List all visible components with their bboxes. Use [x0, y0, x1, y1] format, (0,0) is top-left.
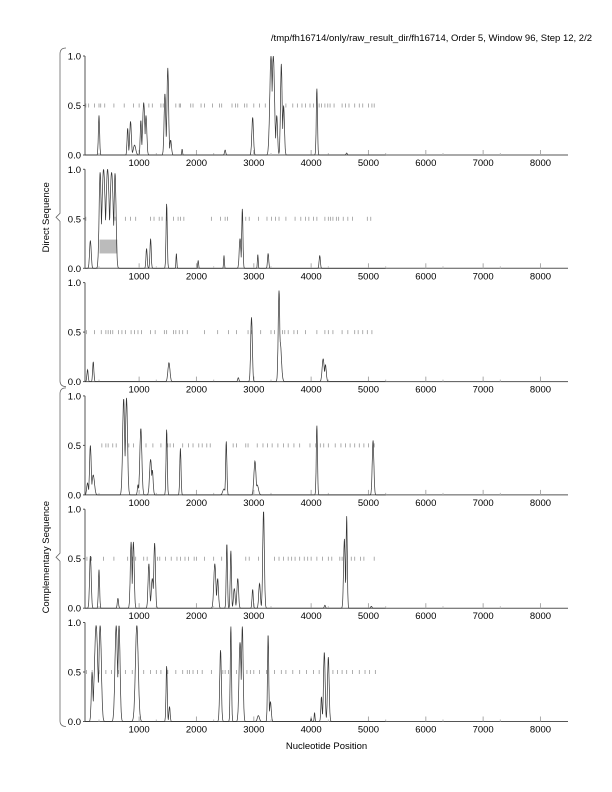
x-tick-label: 8000 [530, 611, 551, 622]
y-tick-label: 0.0 [68, 490, 81, 501]
y-tick-label: 1.0 [68, 618, 81, 629]
panel-direct-3: 1.0 0.5 0.0 1000 2000 3000 4000 5000 6000 7000 800… [68, 278, 568, 396]
x-tick-label: 5000 [358, 158, 379, 169]
coding-potential-line [85, 625, 386, 722]
y-tick-label: 1.0 [68, 278, 81, 289]
y-tick-label: 0.5 [68, 328, 81, 339]
x-tick-label: 6000 [415, 725, 436, 736]
group-label: Direct Sequence [41, 182, 52, 252]
y-tick-label: 1.0 [68, 391, 81, 402]
y-tick-label: 0.0 [68, 151, 81, 162]
x-tick-label: 7000 [473, 385, 494, 396]
x-tick-label: 3000 [243, 611, 264, 622]
x-tick-label: 1000 [129, 498, 150, 509]
x-tick-label: 4000 [301, 385, 322, 396]
panel-direct-1: 1.0 0.5 0.0 1000 2000 3000 4000 5000 6000 7000 800… [68, 52, 568, 169]
coding-potential-line [85, 511, 386, 609]
x-tick-label: 7000 [473, 611, 494, 622]
x-tick-label: 4000 [301, 158, 322, 169]
x-tick-label: 8000 [530, 385, 551, 396]
x-tick-label: 1000 [129, 271, 150, 282]
x-tick-label: 1000 [129, 158, 150, 169]
x-tick-label: 2000 [186, 385, 207, 396]
x-tick-label: 5000 [358, 271, 379, 282]
y-tick-label: 0.5 [68, 554, 81, 565]
y-tick-label: 0.5 [68, 441, 81, 452]
x-tick-label: 3000 [243, 725, 264, 736]
group-bracket [55, 387, 67, 727]
x-tick-label: 2000 [186, 271, 207, 282]
x-tick-label: 3000 [243, 158, 264, 169]
y-tick-label: 0.5 [68, 101, 81, 112]
y-tick-label: 0.0 [68, 604, 81, 615]
x-tick-label: 4000 [301, 498, 322, 509]
x-tick-label: 6000 [415, 611, 436, 622]
x-tick-label: 6000 [415, 385, 436, 396]
coding-potential-line [85, 55, 386, 156]
panel-complementary-3: 1.0 0.5 0.0 1000 2000 3000 4000 5000 6000 7000 800… [68, 618, 568, 736]
x-tick-label: 5000 [358, 498, 379, 509]
x-tick-label: 3000 [243, 385, 264, 396]
x-tick-label: 7000 [473, 271, 494, 282]
x-tick-label: 1000 [129, 611, 150, 622]
y-tick-label: 1.0 [68, 165, 81, 176]
x-tick-label: 6000 [415, 158, 436, 169]
highlight-box [99, 239, 118, 254]
x-tick-label: 8000 [530, 498, 551, 509]
x-tick-label: 2000 [186, 725, 207, 736]
x-tick-label: 2000 [186, 611, 207, 622]
x-tick-label: 6000 [415, 271, 436, 282]
x-tick-label: 4000 [301, 611, 322, 622]
panel-direct-2: 1.0 0.5 0.0 1000 2000 3000 4000 5000 6000 7000 800… [68, 165, 568, 282]
x-tick-label: 8000 [530, 158, 551, 169]
panel-complementary-2: 1.0 0.5 0.0 1000 2000 3000 4000 5000 6000 7000 800… [68, 505, 568, 622]
x-tick-label: 7000 [473, 158, 494, 169]
coding-potential-line [85, 169, 386, 269]
y-tick-label: 0.0 [68, 717, 81, 728]
y-tick-label: 0.0 [68, 377, 81, 388]
x-tick-label: 8000 [530, 271, 551, 282]
x-axis-label: Nucleotide Position [286, 741, 367, 752]
x-tick-label: 5000 [358, 611, 379, 622]
y-tick-label: 1.0 [68, 52, 81, 63]
y-tick-label: 0.5 [68, 214, 81, 225]
x-tick-label: 4000 [301, 725, 322, 736]
x-tick-label: 6000 [415, 498, 436, 509]
coding-potential-line [85, 290, 386, 382]
x-tick-label: 5000 [358, 725, 379, 736]
x-tick-label: 2000 [186, 498, 207, 509]
x-tick-label: 1000 [129, 385, 150, 396]
x-tick-label: 5000 [358, 385, 379, 396]
x-tick-label: 7000 [473, 725, 494, 736]
coding-potential-line [84, 397, 386, 496]
group-label: Complementary Sequence [41, 501, 52, 613]
x-tick-label: 4000 [301, 271, 322, 282]
panel-complementary-1: 1.0 0.5 0.0 1000 2000 3000 4000 5000 6000 7000 800… [68, 391, 568, 509]
x-tick-label: 7000 [473, 498, 494, 509]
y-tick-label: 0.0 [68, 264, 81, 275]
x-tick-label: 3000 [243, 271, 264, 282]
y-tick-label: 0.5 [68, 668, 81, 679]
group-bracket [55, 47, 67, 387]
chart-title: /tmp/fh16714/only/raw_result_dir/fh16714… [270, 33, 592, 44]
x-tick-label: 2000 [186, 158, 207, 169]
x-tick-label: 1000 [129, 725, 150, 736]
y-tick-label: 1.0 [68, 505, 81, 516]
x-tick-label: 8000 [530, 725, 551, 736]
x-tick-label: 3000 [243, 498, 264, 509]
